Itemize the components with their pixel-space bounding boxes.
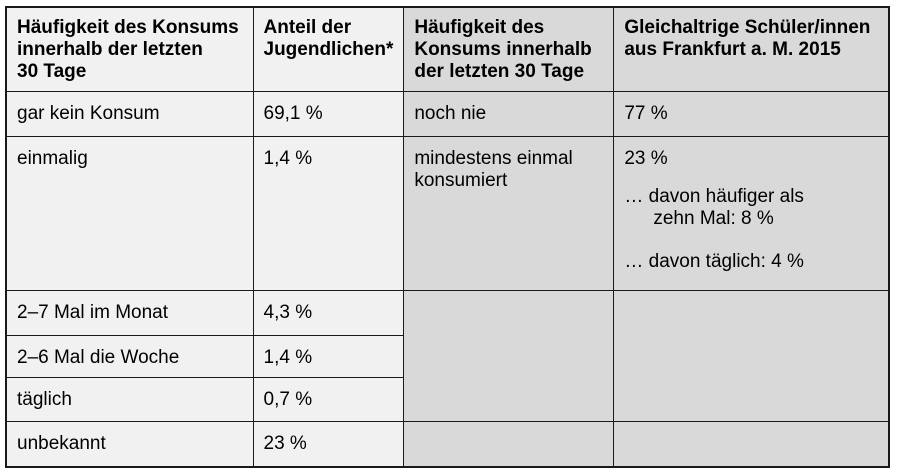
header-line: Gleichaltrige Schüler/innen xyxy=(624,17,871,38)
cell-line: konsumiert xyxy=(414,169,508,191)
cell-peer-frequency-empty xyxy=(403,289,615,422)
consumption-frequency-table: Häufigkeit des Konsums innerhalb der let… xyxy=(5,6,890,468)
header-col4-peers: Gleichaltrige Schüler/innen aus Frankfur… xyxy=(613,6,890,92)
cell-frequency: 2–6 Mal die Woche xyxy=(5,334,254,378)
cell-frequency: täglich xyxy=(5,376,254,422)
cell-peer-share: 23 % … davon häufiger als zehn Mal: 8 % … xyxy=(613,135,890,291)
cell-peer-share-empty xyxy=(613,420,890,468)
header-col2-share: Anteil der Jugendlichen* xyxy=(252,6,405,92)
header-col3-frequency: Häufigkeit des Konsums innerhalb der let… xyxy=(403,6,615,92)
header-line: aus Frankfurt a. M. 2015 xyxy=(624,39,841,60)
cell-share: 1,4 % xyxy=(252,135,405,291)
table-row: unbekannt 23 % xyxy=(5,420,890,468)
header-line: Anteil der xyxy=(263,17,352,38)
peer-share-note: … davon täglich: 4 % xyxy=(624,250,804,272)
cell-peer-frequency: noch nie xyxy=(403,90,615,137)
table-row: einmalig 1,4 % mindestens einmal konsumi… xyxy=(5,135,890,291)
header-line: der letzten 30 Tage xyxy=(414,61,585,82)
cell-share: 4,3 % xyxy=(252,289,405,336)
table-row: 2–6 Mal die Woche 1,4 % xyxy=(5,334,889,378)
table-row: 2–7 Mal im Monat 4,3 % xyxy=(5,289,890,422)
cell-share: 23 % xyxy=(252,420,405,468)
header-col1-frequency: Häufigkeit des Konsums innerhalb der let… xyxy=(5,6,254,92)
cell-peer-frequency-empty xyxy=(403,420,615,468)
table-row: gar kein Konsum 69,1 % noch nie 77 % xyxy=(5,90,890,137)
peer-share-note: … davon häufiger als xyxy=(624,185,804,207)
cell-frequency: gar kein Konsum xyxy=(5,90,254,137)
header-line: Häufigkeit des xyxy=(414,17,545,38)
cell-share: 0,7 % xyxy=(252,376,405,422)
cell-line: mindestens einmal xyxy=(414,147,573,169)
header-row: Häufigkeit des Konsums innerhalb der let… xyxy=(5,6,890,92)
cell-frequency: 2–7 Mal im Monat xyxy=(5,289,254,336)
cell-share: 1,4 % xyxy=(252,334,405,378)
cell-peer-frequency: mindestens einmal konsumiert xyxy=(403,135,615,291)
cell-peer-share-empty xyxy=(613,289,890,422)
cell-peer-share: 77 % xyxy=(613,90,890,137)
cell-frequency: einmalig xyxy=(5,135,254,291)
header-line: Jugendlichen* xyxy=(263,39,394,60)
header-line: Konsums innerhalb xyxy=(414,39,592,60)
peer-share-value: 23 % xyxy=(624,147,668,169)
cell-frequency: unbekannt xyxy=(5,420,254,468)
cell-share: 69,1 % xyxy=(252,90,405,137)
header-line: innerhalb der letzten xyxy=(17,39,203,60)
header-line: Häufigkeit des Konsums xyxy=(17,17,239,38)
peer-share-note-continued: zehn Mal: 8 % xyxy=(653,207,774,229)
header-line: 30 Tage xyxy=(17,61,87,82)
